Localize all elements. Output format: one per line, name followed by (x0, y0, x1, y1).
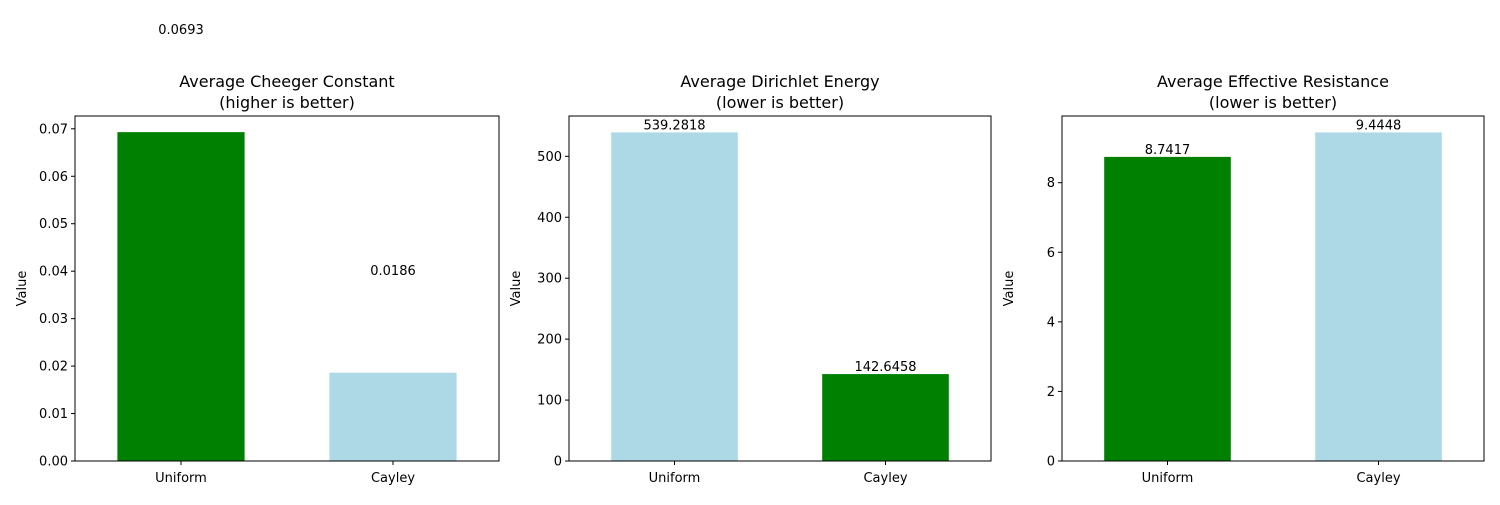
bar-uniform (611, 132, 738, 461)
bar-cayley (1315, 132, 1442, 461)
plot-frame (74, 115, 500, 462)
y-tick-label: 0.06 (39, 170, 68, 185)
x-tick-label: Uniform (649, 471, 701, 486)
y-tick-label: 500 (537, 150, 562, 165)
chart-title: Average Effective Resistance (1157, 72, 1389, 91)
plot-frame (568, 115, 992, 462)
y-tick-label: 100 (537, 394, 562, 409)
chart-panel-3: 8.7417 Uniform 9.4448 Cayley 0 2 4 6 8 Value Avera… (1002, 72, 1485, 486)
chart-title: Average Cheeger Constant (179, 72, 394, 91)
x-tick-label: Cayley (371, 471, 415, 486)
y-tick-label: 0.03 (39, 312, 68, 327)
y-tick-label: 0 (1047, 455, 1055, 470)
y-tick-label: 200 (537, 333, 562, 348)
y-axis-label: Value (1002, 271, 1017, 307)
bar-uniform (117, 132, 245, 461)
bar-value-label: 9.4448 (1356, 118, 1402, 133)
bar-value-label: 539.2818 (643, 118, 705, 133)
x-tick-label: Uniform (155, 471, 207, 486)
y-tick-label: 2 (1047, 385, 1055, 400)
bar-cayley (822, 374, 949, 461)
y-tick-label: 4 (1047, 315, 1055, 330)
y-tick-label: 0.00 (39, 455, 68, 470)
y-tick-label: 0.07 (39, 122, 68, 137)
y-tick-label: 0.05 (39, 217, 68, 232)
chart-panel-1: 0.0693 Uniform 0.0186 Cayley 0.00 0.01 0.02 0.0… (15, 23, 500, 486)
y-tick-label: 0.04 (39, 265, 68, 280)
bar-value-label: 8.7417 (1145, 143, 1191, 158)
y-tick-label: 400 (537, 211, 562, 226)
bar-cayley (329, 372, 457, 461)
chart-title: Average Dirichlet Energy (680, 72, 879, 91)
x-tick-label: Cayley (863, 471, 907, 486)
chart-subtitle: (higher is better) (219, 93, 355, 112)
y-tick-label: 0.01 (39, 407, 68, 422)
bar-value-label: 0.0693 (158, 23, 204, 38)
y-tick-label: 300 (537, 272, 562, 287)
x-tick-label: Uniform (1142, 471, 1194, 486)
y-tick-label: 0 (554, 455, 562, 470)
bar-uniform (1104, 156, 1231, 461)
y-tick-label: 0.02 (39, 360, 68, 375)
x-tick-label: Cayley (1356, 471, 1400, 486)
y-axis-label: Value (15, 271, 30, 307)
bar-value-label: 142.6458 (854, 360, 916, 375)
plot-frame (1061, 115, 1485, 462)
y-tick-label: 8 (1047, 176, 1055, 191)
chart-subtitle: (lower is better) (1209, 93, 1337, 112)
y-axis-label: Value (509, 271, 524, 307)
y-tick-label: 6 (1047, 246, 1055, 261)
chart-subtitle: (lower is better) (716, 93, 844, 112)
chart-panel-2: 539.2818 Uniform 142.6458 Cayley 0 100 200 300 4… (509, 72, 992, 486)
bar-value-label: 0.0186 (370, 264, 416, 279)
